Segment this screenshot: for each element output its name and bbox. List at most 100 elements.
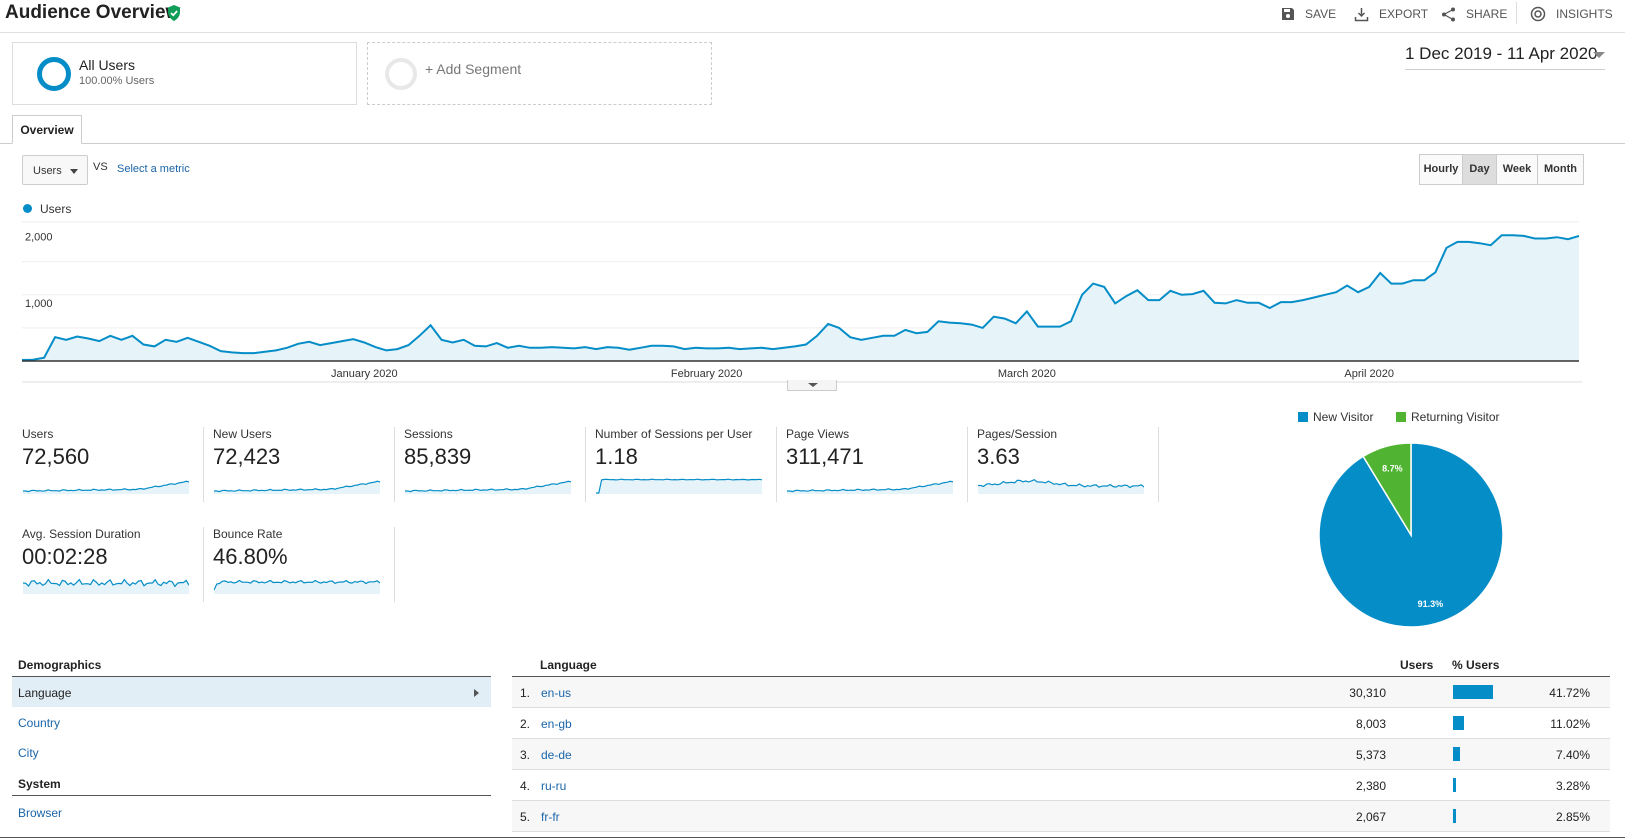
demographics-item-country[interactable]: Country — [18, 716, 61, 730]
segment-title: All Users — [79, 57, 136, 73]
vs-label: VS — [93, 161, 108, 173]
sparkline-line — [23, 480, 189, 493]
metric-card[interactable]: New Users 72,423 — [213, 427, 404, 502]
returning-visitor-slice[interactable] — [1362, 442, 1412, 538]
metric-dropdown[interactable]: Users — [22, 155, 88, 185]
metric-value: 1.18 — [595, 444, 638, 469]
share-icon — [1442, 7, 1455, 21]
x-tick-label: February 2020 — [671, 368, 743, 380]
demographics-divider — [12, 676, 491, 677]
language-link[interactable]: en-gb — [541, 717, 572, 731]
metric-sparkline — [23, 578, 189, 594]
week-button[interactable]: Week — [1496, 154, 1538, 185]
y-tick-label: 2,000 — [25, 232, 53, 244]
demographics-item-city[interactable]: City — [18, 746, 39, 760]
language-column-header: Language — [540, 658, 597, 672]
metric-value: 311,471 — [786, 444, 864, 469]
metric-card[interactable]: Avg. Session Duration 00:02:28 — [22, 527, 213, 602]
pct-users-bar — [1453, 809, 1456, 823]
language-link[interactable]: fr-fr — [541, 810, 560, 824]
metric-name: Sessions — [404, 427, 453, 441]
chevron-down-icon — [70, 169, 78, 174]
save-button[interactable]: SAVE — [1281, 4, 1336, 24]
month-button[interactable]: Month — [1537, 154, 1584, 185]
returning-visitor-swatch — [1396, 412, 1406, 422]
metric-card[interactable]: Page Views 311,471 — [786, 427, 977, 502]
metric-sparkline — [405, 480, 571, 494]
chevron-down-icon — [808, 383, 818, 387]
metric-card[interactable]: Number of Sessions per User 1.18 — [595, 427, 786, 502]
demographics-item-language[interactable]: Language — [12, 677, 491, 707]
metric-card[interactable]: Bounce Rate 46.80% — [213, 527, 404, 602]
metric-name: Avg. Session Duration — [22, 527, 141, 541]
pie-slice-label: 8.7% — [1382, 464, 1403, 474]
segment-subtitle: 100.00% Users — [79, 75, 155, 87]
users-column-header[interactable]: Users — [1400, 658, 1434, 672]
add-segment-label: + Add Segment — [425, 61, 522, 77]
sparkline-line — [405, 480, 571, 493]
new-visitor-swatch — [1298, 412, 1308, 422]
pct-users-bar — [1453, 685, 1493, 699]
sparkline-fill — [23, 579, 189, 594]
chevron-right-icon — [474, 689, 479, 697]
metric-value: 72,560 — [22, 444, 90, 469]
chevron-down-icon — [1593, 52, 1605, 58]
date-range-label: 1 Dec 2019 - 11 Apr 2020 — [1405, 44, 1598, 63]
metric-divider — [585, 427, 586, 502]
table-header-divider — [512, 676, 1610, 677]
insights-button[interactable]: INSIGHTS — [1530, 4, 1613, 24]
save-icon — [1282, 8, 1294, 20]
export-label: EXPORT — [1379, 7, 1429, 21]
language-link[interactable]: ru-ru — [541, 779, 567, 793]
add-segment-button[interactable]: + Add Segment — [367, 42, 712, 105]
header-divider — [1516, 2, 1517, 24]
metric-value: 3.63 — [977, 444, 1020, 469]
sparkline-fill — [23, 481, 189, 494]
day-button[interactable]: Day — [1462, 154, 1497, 185]
metric-value: 85,839 — [404, 444, 472, 469]
pct-users-column-header: % Users — [1452, 658, 1500, 672]
metric-sparkline — [978, 479, 1144, 494]
hourly-button[interactable]: Hourly — [1419, 154, 1463, 185]
users-legend-dot — [23, 204, 32, 213]
row-rank: 1. — [520, 686, 531, 700]
metric-name: Bounce Rate — [213, 527, 283, 541]
sparkline-line — [214, 579, 380, 591]
sparkline-line — [787, 480, 953, 493]
metric-card[interactable]: Pages/Session 3.63 — [977, 427, 1168, 502]
all-users-segment[interactable]: All Users 100.00% Users — [12, 42, 357, 105]
metric-divider — [1158, 427, 1159, 502]
users-legend-label: Users — [40, 202, 72, 216]
table-row: 3. de-de 5,373 7.40% — [512, 739, 1610, 770]
metric-dropdown-value: Users — [33, 165, 62, 177]
tab-overview[interactable]: Overview — [12, 115, 82, 144]
select-metric-link[interactable]: Select a metric — [117, 163, 190, 175]
date-range-picker[interactable]: 1 Dec 2019 - 11 Apr 2020 — [1405, 44, 1605, 70]
system-item-browser[interactable]: Browser — [18, 806, 63, 820]
language-link[interactable]: de-de — [541, 748, 572, 762]
y-tick-label: 1,000 — [25, 298, 53, 310]
new-visitor-label: New Visitor — [1313, 410, 1374, 424]
sparkline-line — [214, 480, 380, 493]
pct-users-bar — [1453, 778, 1457, 792]
table-row: 4. ru-ru 2,380 3.28% — [512, 770, 1610, 801]
sparkline-fill — [978, 479, 1144, 494]
returning-visitor-legend: Returning Visitor — [1396, 410, 1500, 424]
metric-card[interactable]: Users 72,560 — [22, 427, 213, 502]
row-users-value: 30,310 — [1349, 686, 1386, 700]
metric-name: Users — [22, 427, 54, 441]
users-over-time-chart: 2,000 1,000 January 2020 February 2020 March… — [22, 221, 1582, 383]
collapse-chart-toggle[interactable] — [787, 380, 837, 391]
metric-card[interactable]: Sessions 85,839 — [404, 427, 595, 502]
language-link[interactable]: en-us — [541, 686, 572, 700]
visitor-type-pie-chart: 91.3% 8.7% — [1318, 442, 1504, 628]
share-button[interactable]: SHARE — [1441, 4, 1507, 24]
metric-divider — [203, 427, 204, 502]
metric-name: Page Views — [786, 427, 850, 441]
metric-divider — [394, 527, 395, 602]
export-button[interactable]: EXPORT — [1354, 4, 1428, 24]
sparkline-line — [596, 478, 762, 494]
sparkline-fill — [596, 479, 762, 494]
metric-sparkline — [214, 480, 380, 494]
row-rank: 4. — [520, 779, 531, 793]
